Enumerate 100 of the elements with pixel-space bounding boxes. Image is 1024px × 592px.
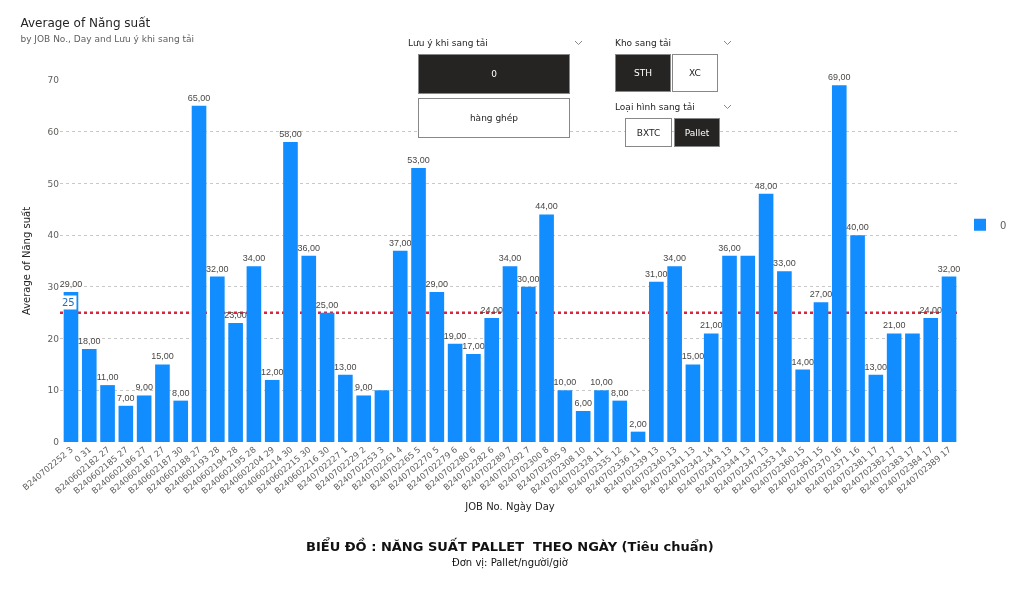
text: BIỂU ĐỒ : NĂNG SUẤT PALLET THEO NGÀY (Tiêu chuẩn) [306, 537, 714, 554]
data-label: 10,00 [590, 377, 613, 388]
data-label: 27,00 [809, 289, 833, 300]
bar [283, 142, 298, 442]
legend-label: 0 [1000, 219, 1007, 231]
x-axis-title: JOB No. Ngày Day [464, 501, 555, 513]
annotation: Pallet [674, 118, 720, 147]
y-tick-label: 30 [47, 282, 60, 293]
bar [612, 400, 628, 442]
y-tick-label: 20 [47, 333, 60, 344]
data-label: 32,00 [937, 263, 961, 274]
data-label: 7,00 [117, 392, 135, 403]
data-label: 24,00 [919, 304, 942, 315]
data-label: 11,00 [96, 372, 119, 383]
annotation: hàng ghép [418, 98, 570, 138]
bar [411, 167, 426, 442]
data-label: 10,00 [553, 377, 577, 388]
bar [923, 317, 939, 442]
data-label: 36,00 [297, 242, 321, 253]
bar [813, 302, 829, 442]
data-label: 15,00 [151, 351, 174, 362]
bar [667, 266, 682, 442]
data-label: 48,00 [754, 180, 778, 191]
data-label: 21,00 [882, 320, 906, 331]
bar [502, 266, 518, 442]
bar [301, 255, 317, 442]
bar [356, 395, 371, 442]
bar [173, 400, 189, 442]
bar [100, 385, 115, 442]
data-label: 69,00 [828, 72, 851, 83]
data-label: 9,00 [354, 382, 373, 393]
bar [520, 286, 536, 442]
y-tick-label: 70 [47, 75, 60, 86]
bar [868, 374, 884, 442]
data-label: 53,00 [407, 154, 430, 165]
bar [466, 354, 481, 442]
bar [539, 214, 554, 442]
annotation: BXTC [625, 118, 672, 147]
data-label: 37,00 [388, 237, 412, 248]
data-label: 18,00 [78, 335, 101, 346]
chart-title: Average of Năng suất [20, 15, 151, 30]
bar [246, 266, 262, 442]
text: 0 [418, 54, 570, 94]
data-label: 34,00 [663, 253, 686, 264]
chart-subtitle: by JOB No., Day and Lưu ý khi sang tải [20, 34, 195, 45]
ref-line-label: 25 [62, 297, 75, 308]
y-tick-label: 40 [47, 230, 60, 241]
data-label: 29,00 [59, 279, 83, 290]
bar [429, 292, 445, 442]
bar [703, 333, 719, 442]
data-label: 25,00 [315, 299, 339, 310]
data-label: 33,00 [773, 258, 796, 269]
bar [319, 312, 335, 442]
y-axis-title: Average of Năng suất [21, 206, 32, 316]
bar [777, 271, 792, 442]
bar [484, 317, 500, 442]
bar [155, 364, 170, 442]
bar [630, 431, 646, 442]
bar [905, 333, 920, 442]
data-label: 15,00 [681, 351, 705, 362]
bar [740, 255, 756, 442]
data-label: 30,00 [517, 273, 540, 284]
bar [941, 276, 957, 442]
text: Loại hình sang tải [615, 102, 695, 112]
bar [850, 235, 865, 442]
bar [264, 379, 280, 442]
text: Kho sang tải [615, 38, 671, 48]
y-tick-label: 10 [47, 385, 60, 396]
bar [575, 410, 591, 442]
data-label: 9,00 [135, 382, 153, 393]
bar [685, 364, 701, 442]
data-label: 21,00 [699, 320, 723, 331]
data-label: 65,00 [187, 92, 211, 103]
bar [136, 395, 152, 442]
data-label: 58,00 [279, 129, 302, 140]
data-label: 29,00 [425, 279, 449, 290]
data-label: 14,00 [791, 356, 814, 367]
text: STH [615, 54, 671, 92]
data-label: 19,00 [443, 330, 467, 341]
text: Đơn vị: Pallet/người/giờ [452, 557, 569, 569]
bar [374, 390, 390, 442]
bar [210, 276, 225, 442]
bar [228, 323, 243, 442]
bar [758, 193, 774, 442]
bar [191, 105, 207, 442]
data-label: 13,00 [334, 361, 357, 372]
bar [81, 348, 97, 442]
text: Lưu ý khi sang tải [408, 38, 488, 48]
data-label: 6,00 [574, 397, 592, 408]
data-label: 13,00 [864, 361, 888, 372]
data-label: 32,00 [206, 263, 229, 274]
bar [447, 343, 463, 442]
data-label: 44,00 [535, 201, 558, 212]
bar [722, 255, 737, 442]
data-label: 8,00 [610, 387, 629, 398]
bar [338, 374, 353, 442]
bar [831, 85, 847, 442]
data-label: 24,00 [480, 304, 503, 315]
bar [557, 390, 573, 442]
bar [118, 405, 134, 442]
